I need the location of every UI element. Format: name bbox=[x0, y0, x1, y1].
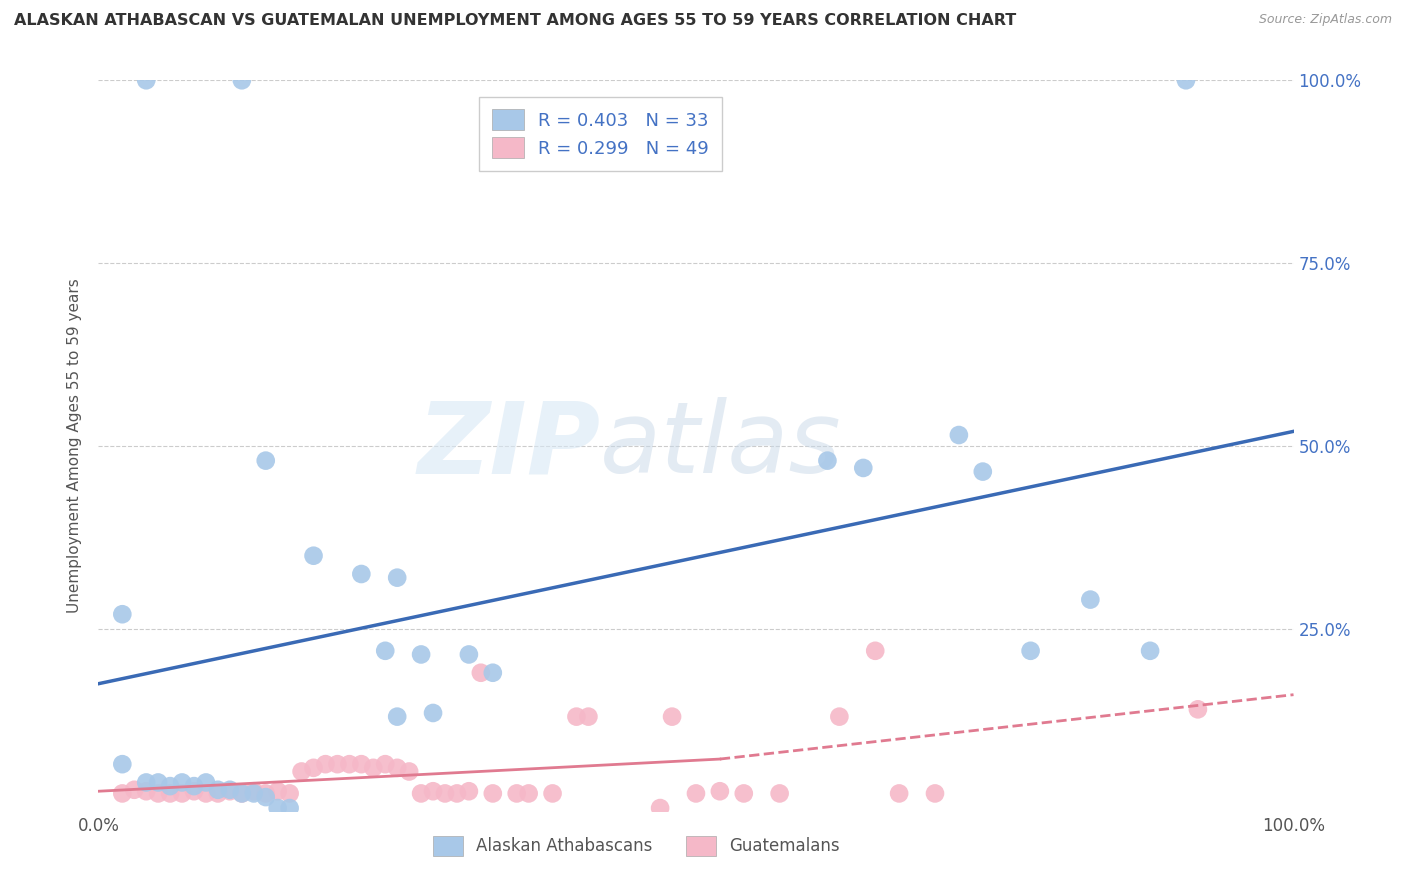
Point bbox=[183, 779, 205, 793]
Point bbox=[278, 787, 301, 801]
Y-axis label: Unemployment Among Ages 55 to 59 years: Unemployment Among Ages 55 to 59 years bbox=[67, 278, 83, 614]
Text: Source: ZipAtlas.com: Source: ZipAtlas.com bbox=[1258, 13, 1392, 27]
Text: ALASKAN ATHABASCAN VS GUATEMALAN UNEMPLOYMENT AMONG AGES 55 TO 59 YEARS CORRELAT: ALASKAN ATHABASCAN VS GUATEMALAN UNEMPLO… bbox=[14, 13, 1017, 29]
Point bbox=[398, 764, 420, 779]
Point bbox=[350, 757, 373, 772]
Point bbox=[709, 784, 731, 798]
Point bbox=[363, 761, 385, 775]
Point bbox=[148, 775, 170, 789]
Point bbox=[315, 757, 337, 772]
Point bbox=[541, 787, 564, 801]
Point bbox=[207, 787, 229, 801]
Point bbox=[135, 784, 157, 798]
Point bbox=[422, 784, 444, 798]
Point bbox=[111, 787, 134, 801]
Point bbox=[183, 784, 205, 798]
Point bbox=[565, 709, 588, 723]
Text: ZIP: ZIP bbox=[418, 398, 600, 494]
Point bbox=[889, 787, 911, 801]
Point bbox=[219, 782, 242, 797]
Point bbox=[231, 73, 253, 87]
Point bbox=[446, 787, 468, 801]
Point bbox=[326, 757, 349, 772]
Point bbox=[948, 428, 970, 442]
Point bbox=[207, 782, 229, 797]
Point bbox=[648, 801, 672, 815]
Point bbox=[1187, 702, 1209, 716]
Point bbox=[481, 787, 505, 801]
Point bbox=[828, 709, 851, 723]
Point bbox=[517, 787, 540, 801]
Point bbox=[1019, 644, 1042, 658]
Point bbox=[254, 787, 277, 801]
Point bbox=[768, 787, 790, 801]
Point bbox=[385, 571, 409, 585]
Point bbox=[385, 761, 409, 775]
Point bbox=[194, 775, 218, 789]
Point bbox=[111, 607, 134, 622]
Point bbox=[411, 787, 433, 801]
Point bbox=[111, 757, 134, 772]
Point bbox=[219, 784, 242, 798]
Point bbox=[411, 648, 433, 662]
Point bbox=[159, 779, 181, 793]
Point bbox=[135, 73, 157, 87]
Point bbox=[815, 453, 838, 467]
Point bbox=[254, 790, 277, 805]
Point bbox=[159, 787, 181, 801]
Point bbox=[924, 787, 946, 801]
Point bbox=[339, 757, 360, 772]
Point bbox=[254, 453, 277, 467]
Point bbox=[124, 782, 146, 797]
Point bbox=[458, 648, 481, 662]
Point bbox=[243, 787, 266, 801]
Point bbox=[291, 764, 314, 779]
Point bbox=[422, 706, 444, 720]
Point bbox=[302, 549, 325, 563]
Point bbox=[433, 787, 456, 801]
Point bbox=[852, 461, 875, 475]
Point bbox=[231, 787, 253, 801]
Point bbox=[733, 787, 755, 801]
Point bbox=[172, 775, 194, 789]
Point bbox=[350, 567, 373, 582]
Point bbox=[374, 757, 396, 772]
Point bbox=[470, 665, 492, 680]
Point bbox=[194, 787, 218, 801]
Point bbox=[1080, 592, 1102, 607]
Point bbox=[506, 787, 529, 801]
Point bbox=[302, 761, 325, 775]
Point bbox=[685, 787, 707, 801]
Point bbox=[661, 709, 683, 723]
Point bbox=[481, 665, 505, 680]
Point bbox=[458, 784, 481, 798]
Point bbox=[972, 465, 994, 479]
Point bbox=[374, 644, 396, 658]
Text: atlas: atlas bbox=[600, 398, 842, 494]
Point bbox=[863, 644, 887, 658]
Point bbox=[1175, 73, 1198, 87]
Point bbox=[576, 709, 599, 723]
Point bbox=[243, 784, 266, 798]
Point bbox=[385, 709, 409, 723]
Point bbox=[148, 787, 170, 801]
Legend: Alaskan Athabascans, Guatemalans: Alaskan Athabascans, Guatemalans bbox=[423, 826, 849, 865]
Point bbox=[278, 801, 301, 815]
Point bbox=[1139, 644, 1161, 658]
Point bbox=[267, 784, 290, 798]
Point bbox=[172, 787, 194, 801]
Point bbox=[267, 801, 290, 815]
Point bbox=[135, 775, 157, 789]
Point bbox=[231, 787, 253, 801]
